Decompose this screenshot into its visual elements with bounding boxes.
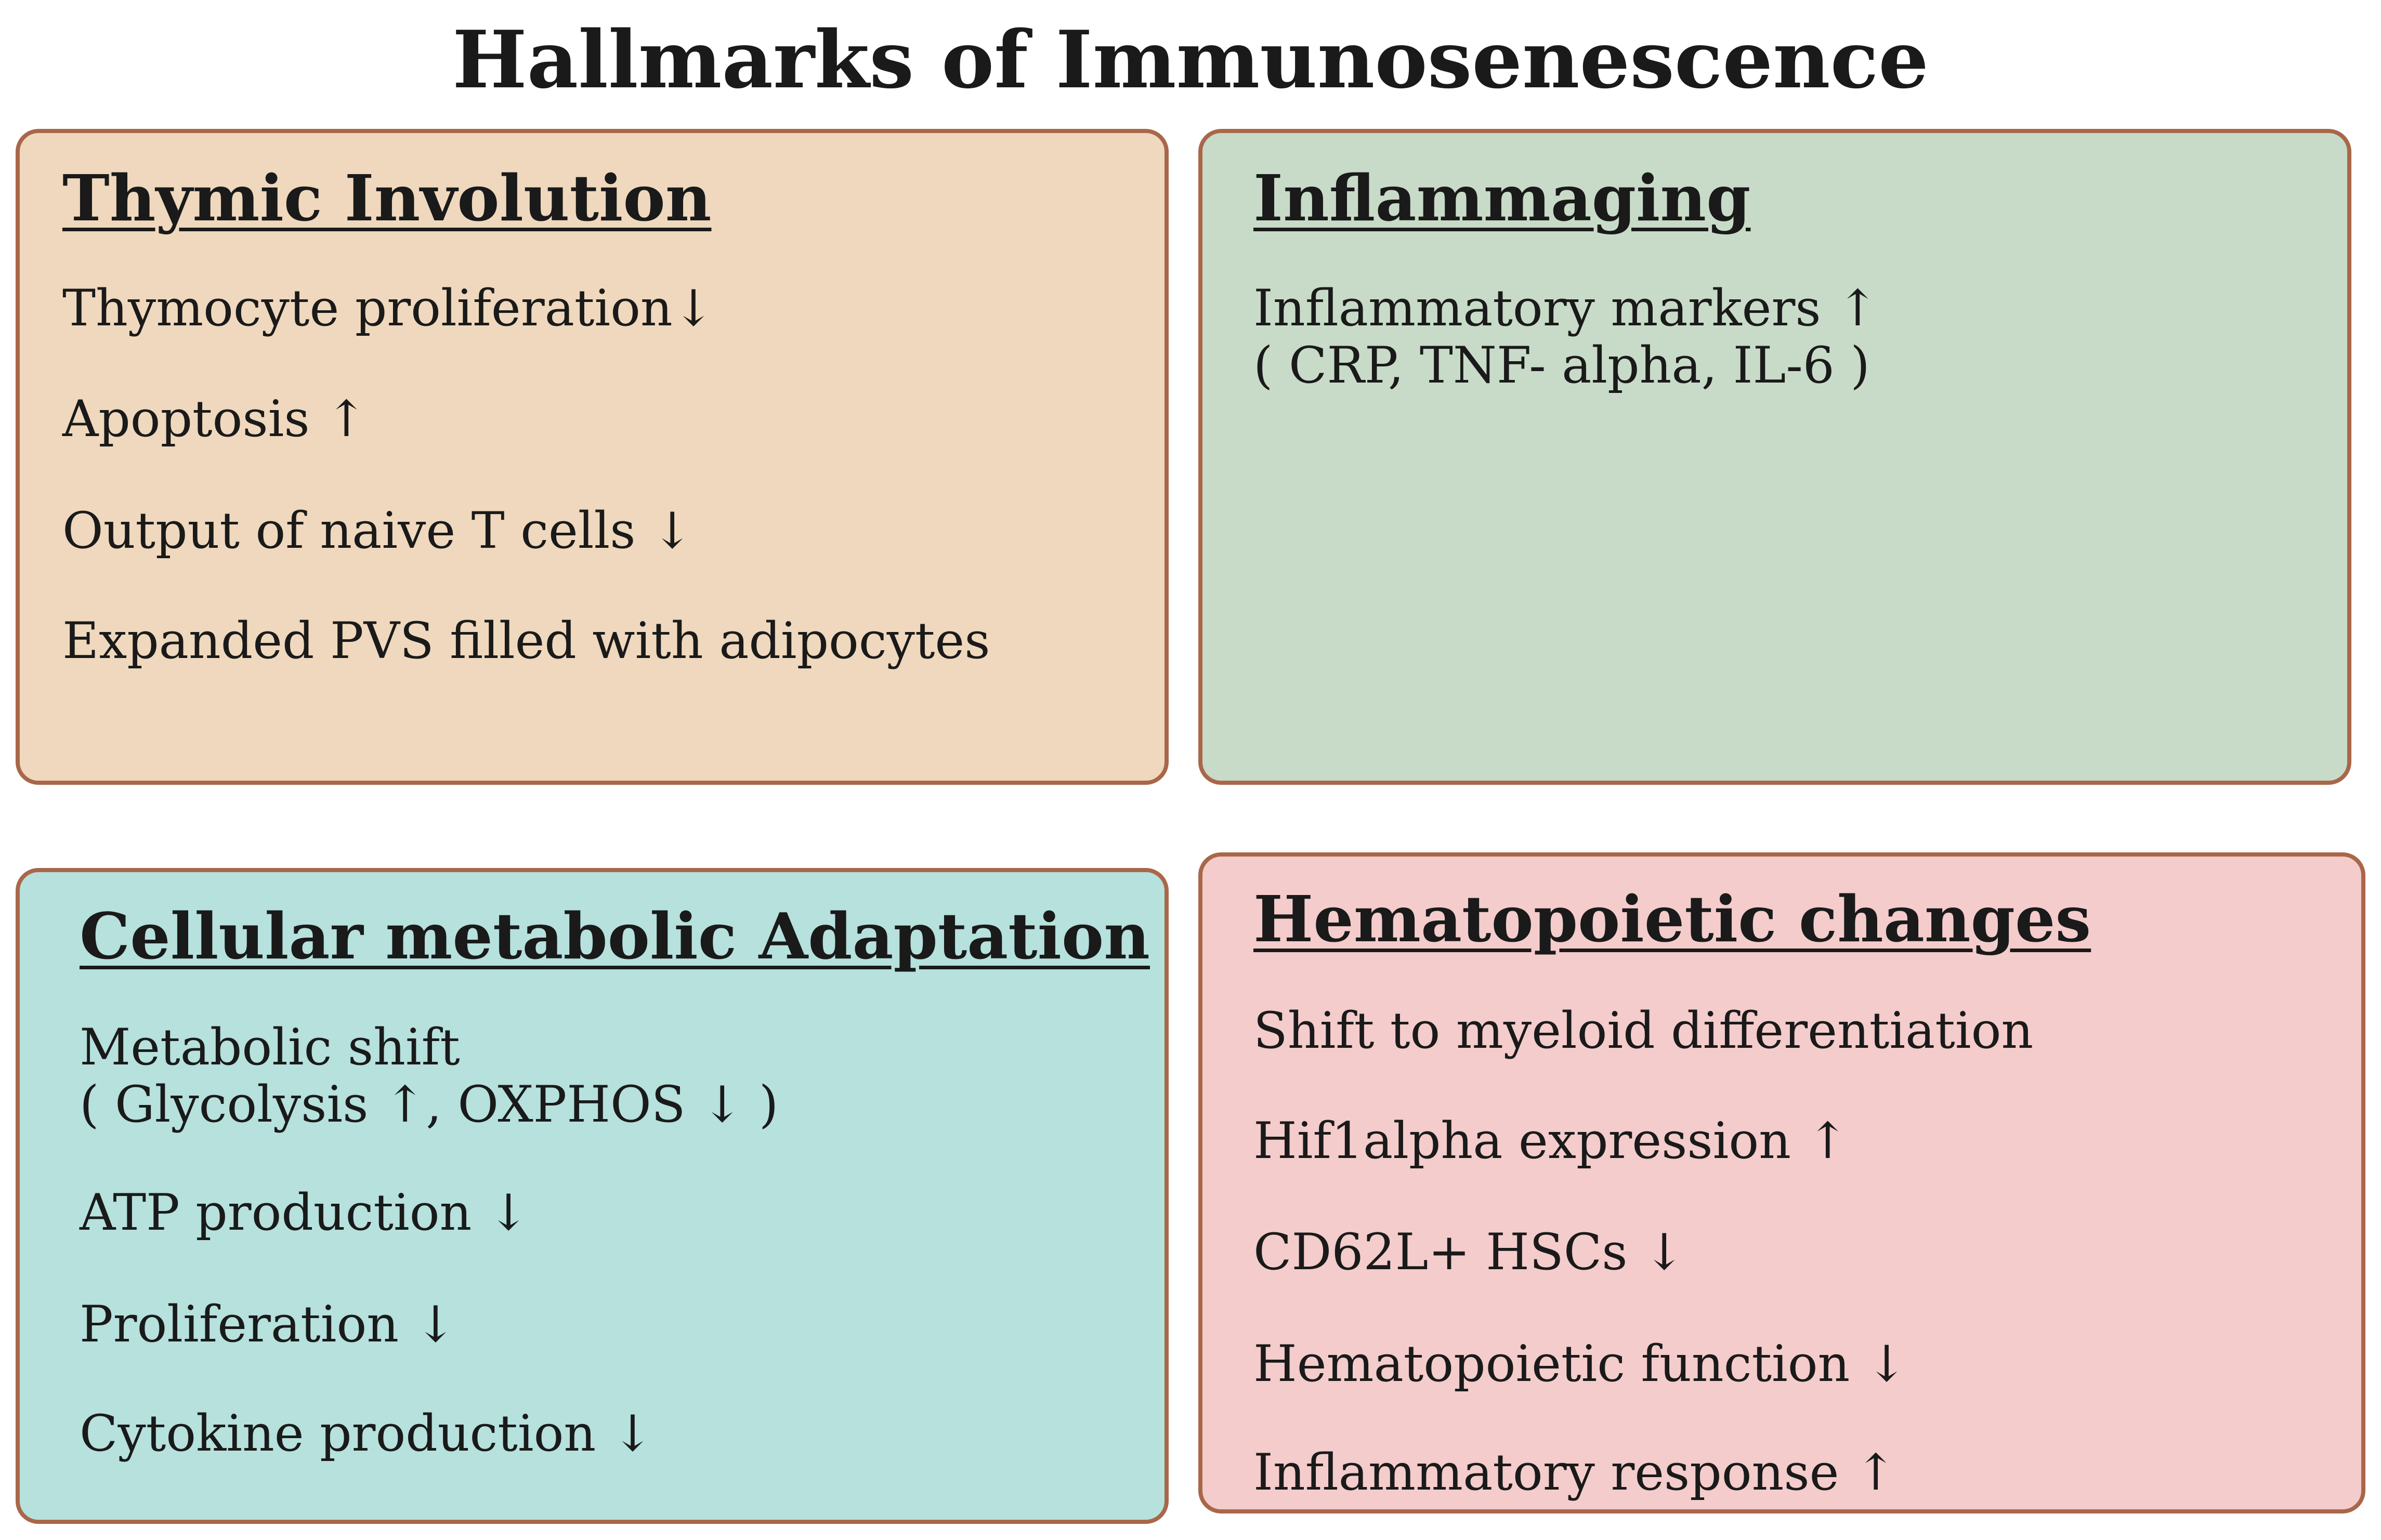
diagram-title: Hallmarks of Immunosenescence — [452, 13, 1929, 106]
list-item: Inflammatory response ↑ — [1253, 1443, 1897, 1502]
panel-heading-hematopoietic-changes: Hematopoietic changes — [1253, 881, 2091, 956]
panel-thymic-involution: Thymic Involution Thymocyte proliferatio… — [16, 129, 1169, 785]
list-item-line: ( Glycolysis ↑, OXPHOS ↓ ) — [80, 1075, 779, 1134]
list-item: CD62L+ HSCs ↓ — [1253, 1223, 1685, 1281]
list-item-line: ( CRP, TNF- alpha, IL-6 ) — [1253, 336, 1870, 394]
list-item: Expanded PVS filled with adipocytes — [62, 612, 990, 670]
panel-heading-thymic-involution: Thymic Involution — [62, 161, 712, 235]
list-item: Hematopoietic function ↓ — [1253, 1335, 1908, 1393]
panel-inflammaging: Inflammaging Inflammatory markers ↑ ( CR… — [1198, 129, 2351, 785]
list-item: Shift to myeloid differentiation — [1253, 1002, 2034, 1060]
list-item: Apoptosis ↑ — [62, 390, 368, 448]
list-item: Inflammatory markers ↑ ( CRP, TNF- alpha… — [1253, 280, 1879, 394]
panel-heading-cellular-metabolic-adaptation: Cellular metabolic Adaptation — [80, 899, 1150, 973]
list-item: Cytokine production ↓ — [80, 1404, 654, 1463]
list-item: Output of naive T cells ↓ — [62, 502, 694, 560]
panel-hematopoietic-changes: Hematopoietic changes Shift to myeloid d… — [1198, 852, 2365, 1513]
panel-cellular-metabolic-adaptation: Cellular metabolic Adaptation Metabolic … — [16, 868, 1169, 1524]
list-item: Thymocyte proliferation↓ — [62, 279, 715, 337]
list-item: Metabolic shift ( Glycolysis ↑, OXPHOS ↓… — [80, 1019, 778, 1133]
list-item: Hif1alpha expression ↑ — [1253, 1112, 1849, 1170]
list-item-line: Inflammatory markers ↑ — [1253, 279, 1879, 337]
list-item-line: Metabolic shift — [80, 1018, 460, 1076]
list-item: ATP production ↓ — [80, 1183, 530, 1242]
panel-heading-inflammaging: Inflammaging — [1253, 161, 1751, 235]
list-item: Proliferation ↓ — [80, 1295, 457, 1353]
